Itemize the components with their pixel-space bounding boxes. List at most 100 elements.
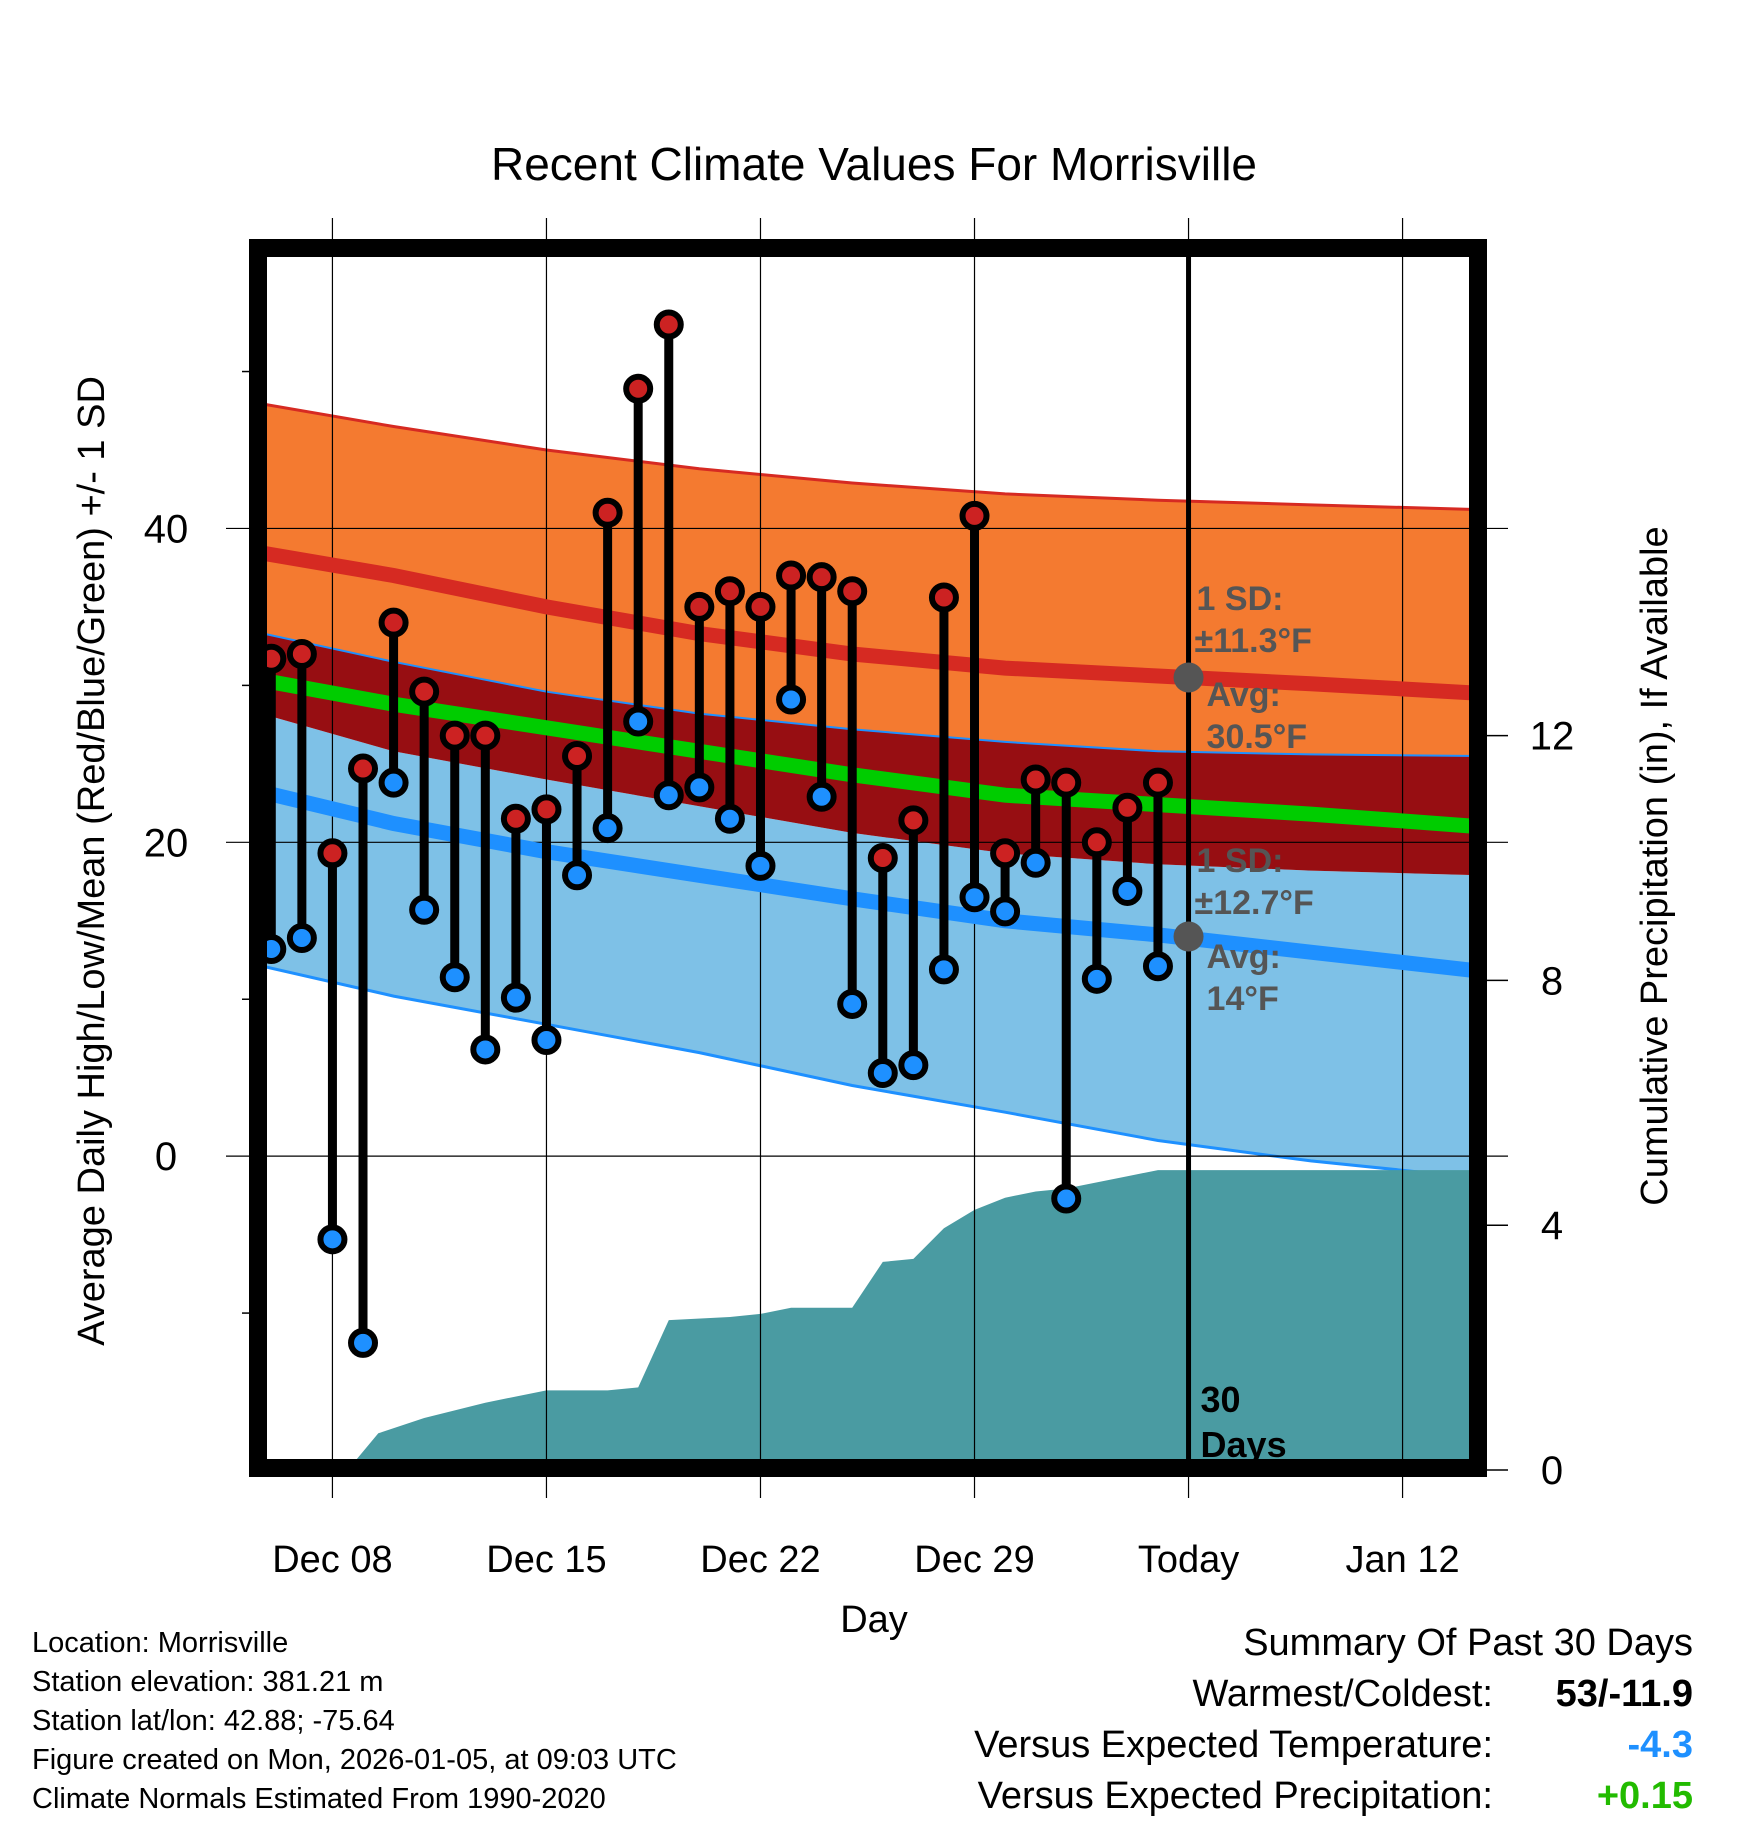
daily-high-point [1112, 792, 1143, 823]
daily-low-point [286, 923, 317, 954]
low-normal-band [256, 712, 1479, 1179]
y2-axis-label: Cumulative Precipitation (in), If Availa… [1634, 526, 1676, 1205]
y2-tick-label: 0 [1541, 1449, 1563, 1493]
daily-high-point [776, 560, 807, 591]
daily-low-point [806, 781, 837, 812]
precip-departure-value: +0.15 [1596, 1775, 1693, 1817]
daily-high-point [653, 309, 684, 340]
high-normal-marker [1173, 662, 1204, 693]
overlap-band [256, 632, 1479, 876]
x-tick-label: Dec 08 [272, 1539, 392, 1581]
daily-high-point [439, 720, 470, 751]
daily-high-point [500, 803, 531, 834]
daily-low-point [653, 780, 684, 811]
station-latlon: Station lat/lon: 42.88; -75.64 [32, 1705, 395, 1737]
daily-high-point [1020, 764, 1051, 795]
x-tick-label: Dec 22 [700, 1539, 820, 1581]
daily-low-point [684, 772, 715, 803]
daily-high-point [990, 838, 1021, 869]
summary-precip-row: Versus Expected Precipitation: +0.15 [974, 1771, 1693, 1822]
daily-low-point [959, 882, 990, 913]
high-plus-sd-edge [256, 401, 1479, 512]
high-avg-value: 30.5°F [1207, 718, 1308, 756]
figure-created: Figure created on Mon, 2026-01-05, at 09… [32, 1744, 677, 1776]
daily-high-point [378, 607, 409, 638]
x-axis-label: Day [840, 1599, 908, 1641]
chart-title: Recent Climate Values For Morrisville [491, 138, 1257, 190]
daily-high-point [470, 720, 501, 751]
summary-temp-row: Versus Expected Temperature: -4.3 [974, 1720, 1693, 1771]
days-unit-label: Days [1201, 1424, 1287, 1465]
daily-low-point [928, 954, 959, 985]
daily-low-point [592, 813, 623, 844]
temp-departure-value: -4.3 [1627, 1724, 1693, 1766]
daily-low-point [470, 1034, 501, 1065]
low-normal-marker [1173, 921, 1204, 952]
station-elevation: Station elevation: 381.21 m [32, 1666, 384, 1698]
daily-high-point [1051, 767, 1082, 798]
daily-high-point [531, 794, 562, 825]
daily-high-point [837, 576, 868, 607]
daily-high-point [806, 562, 837, 593]
high-avg-label: Avg: [1207, 676, 1281, 714]
daily-low-point [500, 982, 531, 1013]
y-tick-label: 0 [155, 1135, 177, 1179]
summary-warmest-row: Warmest/Coldest: 53/-11.9 [974, 1669, 1693, 1720]
days-count-label: 30 [1201, 1379, 1241, 1420]
plot-frame [249, 239, 1487, 1477]
daily-low-point [1020, 847, 1051, 878]
high-sd-label: 1 SD: [1197, 580, 1284, 618]
daily-low-point [1142, 951, 1173, 982]
x-tick-label: Dec 15 [486, 1539, 606, 1581]
x-tick-label: Jan 12 [1346, 1539, 1460, 1581]
high-sd-value: ±11.3°F [1195, 622, 1312, 660]
daily-high-point [1142, 767, 1173, 798]
daily-high-point [714, 576, 745, 607]
cumulative-precipitation-fill [347, 1170, 1479, 1470]
daily-low-point [745, 850, 776, 881]
normal-annotations: 1 SD: ±11.3°F Avg: 30.5°F 1 SD: ±12.7°F Avg: 14… [1173, 580, 1314, 1018]
station-info: Location: Morrisville Station elevation:… [32, 1624, 677, 1819]
daily-low-point [562, 860, 593, 891]
y2-tick-label: 8 [1541, 959, 1563, 1003]
summary-panel: Summary Of Past 30 Days Warmest/Coldest:… [974, 1618, 1693, 1822]
daily-high-point [348, 753, 379, 784]
daily-observations [256, 309, 1173, 1358]
plot-border [249, 239, 1487, 1477]
daily-low-point [378, 767, 409, 798]
low-sd-value: ±12.7°F [1195, 884, 1314, 922]
daily-low-point [837, 988, 868, 1019]
normal-bands [256, 401, 1479, 1180]
daily-low-point [531, 1025, 562, 1056]
daily-high-point [898, 805, 929, 836]
low-avg-label: Avg: [1207, 938, 1281, 976]
daily-high-point [409, 676, 440, 707]
y-axis-label: Average Daily High/Low/Mean (Red/Blue/Gr… [71, 376, 113, 1346]
daily-low-point [776, 684, 807, 715]
y-tick-label: 20 [144, 821, 189, 865]
daily-low-point [409, 894, 440, 925]
daily-high-point [959, 500, 990, 531]
daily-high-point [562, 741, 593, 771]
daily-low-point [317, 1224, 348, 1255]
daily-high-point [623, 373, 654, 404]
daily-high-point [867, 843, 898, 873]
daily-high-point [1081, 827, 1112, 858]
temp-departure-label: Versus Expected Temperature: [974, 1724, 1493, 1766]
daily-low-point [1112, 875, 1143, 906]
daily-low-point [439, 962, 470, 993]
daily-low-point [623, 706, 654, 737]
precip-departure-label: Versus Expected Precipitation: [977, 1775, 1493, 1817]
low-sd-label: 1 SD: [1197, 842, 1284, 880]
climate-normals-note: Climate Normals Estimated From 1990-2020 [32, 1783, 606, 1815]
x-tick-label: Today [1138, 1539, 1239, 1581]
daily-low-point [1051, 1183, 1082, 1214]
daily-low-point [714, 803, 745, 834]
low-avg-value: 14°F [1207, 980, 1279, 1018]
daily-high-point [286, 639, 317, 669]
daily-high-point [745, 591, 776, 622]
summary-title: Summary Of Past 30 Days [1243, 1622, 1693, 1664]
daily-low-point [990, 896, 1021, 927]
